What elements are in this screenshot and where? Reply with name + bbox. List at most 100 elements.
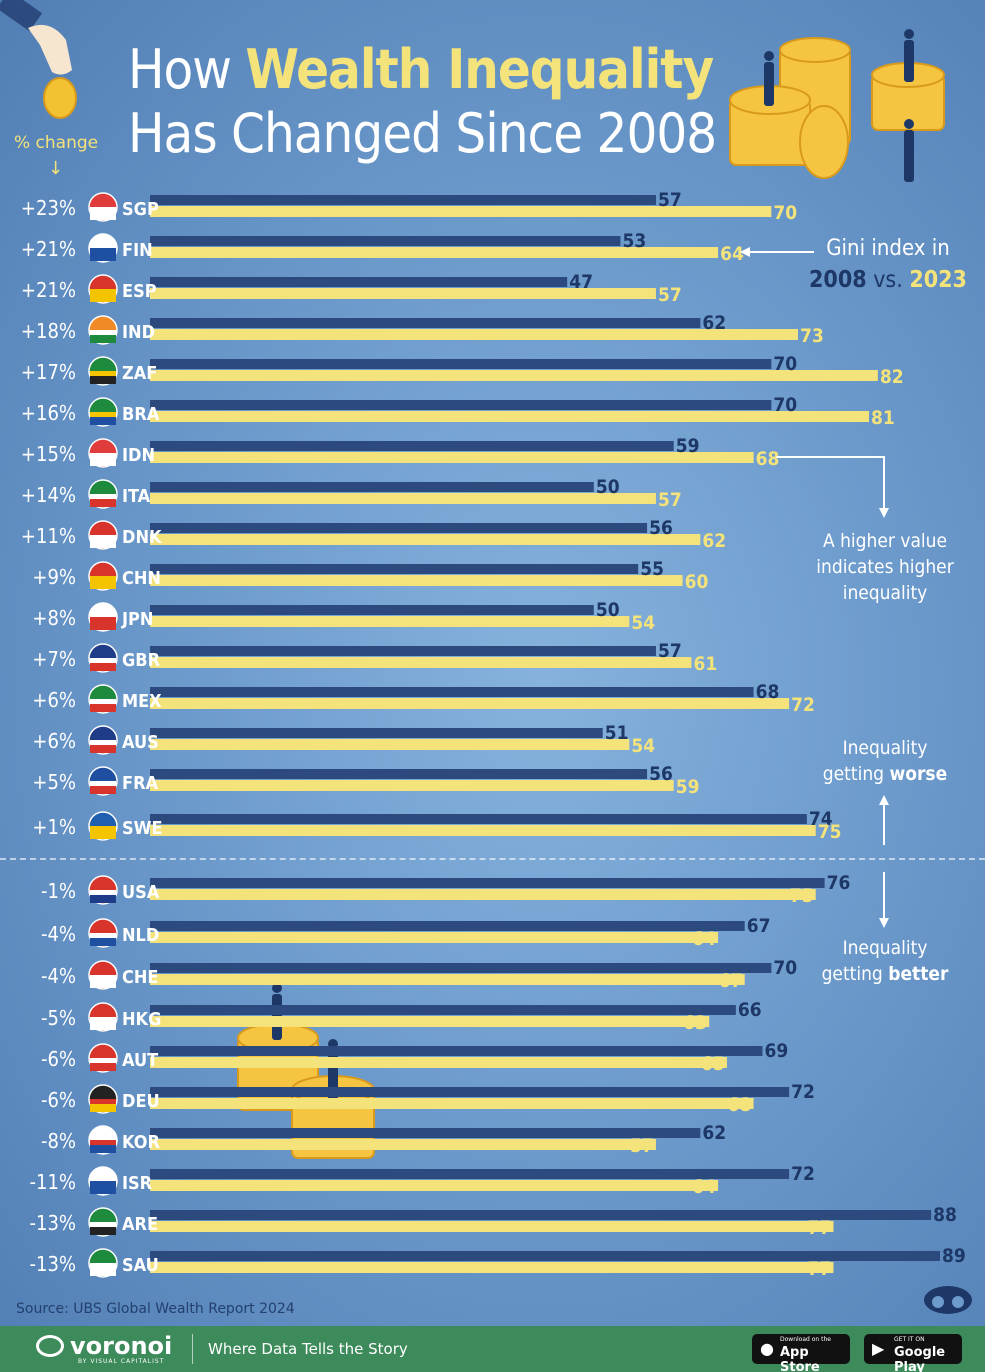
country-code: AUS [122, 732, 159, 753]
bar-2023 [150, 452, 754, 463]
country-code: KOR [122, 1132, 161, 1153]
country-code: CHE [122, 967, 159, 988]
bar-2023 [150, 825, 816, 836]
worse-better-divider [0, 858, 985, 860]
flag-stripe [90, 412, 116, 417]
bar-2008 [150, 1128, 701, 1138]
value-label-2023: 82 [880, 366, 904, 388]
flag-stripe [90, 371, 116, 376]
value-label-2023: 67 [719, 970, 743, 992]
pct-change-value: -6% [41, 1047, 76, 1071]
value-label-2008: 50 [596, 599, 620, 621]
pct-change-value: +11% [21, 524, 76, 548]
flag-stripe [90, 494, 116, 499]
country-code: FRA [122, 773, 159, 794]
flag-stripe [90, 1017, 116, 1030]
bar-2008 [150, 277, 568, 287]
value-label-2008: 72 [791, 1081, 815, 1103]
pct-change-value: +18% [21, 319, 76, 343]
value-label-2023: 70 [773, 202, 797, 224]
bar-2008 [150, 318, 701, 328]
value-label-2023: 72 [791, 694, 815, 716]
country-code: IND [122, 322, 155, 343]
value-label-2023: 62 [702, 530, 726, 552]
bar-2023 [150, 974, 745, 985]
bar-2008 [150, 564, 639, 574]
pct-change-value: +8% [32, 606, 76, 630]
flag-stripe [90, 417, 116, 425]
bar-2008 [150, 1087, 790, 1097]
value-label-2023: 59 [676, 776, 700, 798]
pct-change-label: % change [14, 133, 99, 153]
country-code: HKG [122, 1009, 161, 1030]
pct-change-value: -13% [30, 1211, 76, 1235]
bar-2008 [150, 523, 648, 533]
value-label-2008: 70 [773, 353, 797, 375]
bar-2008 [150, 482, 594, 492]
flag-stripe [90, 335, 116, 343]
value-label-2008: 89 [942, 1245, 966, 1267]
value-label-2023: 73 [800, 325, 824, 347]
legend-note: Gini index in 2008 vs. 2023 [808, 236, 968, 293]
voronoi-logo-text[interactable]: voronoi [70, 1332, 173, 1360]
bar-2008 [150, 400, 772, 410]
bar-2023 [150, 657, 692, 668]
flag-stripe [90, 1263, 116, 1276]
google-play-button[interactable]: ▶ GET IT ON Google Play [864, 1334, 962, 1372]
flag-stripe [90, 895, 116, 903]
value-label-2008: 70 [773, 394, 797, 416]
bar-2023 [150, 739, 630, 750]
bar-2008 [150, 236, 621, 246]
voronoi-logo-sub: BY VISUAL CAPITALIST [78, 1358, 165, 1365]
app-store-small: Download on the [780, 1336, 831, 1343]
country-code: GBR [122, 650, 161, 671]
value-label-2023: 81 [871, 407, 895, 429]
country-code: SAU [122, 1255, 159, 1276]
pct-change-value: -6% [41, 1088, 76, 1112]
bar-2023 [150, 932, 719, 943]
bar-2008 [150, 769, 648, 779]
bar-2023 [150, 1180, 719, 1191]
value-label-2023: 75 [790, 885, 814, 907]
pct-change-value: +23% [21, 196, 76, 220]
value-label-2008: 67 [747, 915, 771, 937]
pct-change-value: +16% [21, 401, 76, 425]
bar-2023 [150, 206, 772, 217]
pct-change-value: +17% [21, 360, 76, 384]
country-code: NLD [122, 925, 159, 946]
flag-stripe [90, 499, 116, 507]
value-label-2023: 65 [701, 1053, 725, 1075]
flag-stripe [90, 781, 116, 786]
bar-2023 [150, 1057, 727, 1068]
pct-change-value: -8% [41, 1129, 76, 1153]
country-code: SGP [122, 199, 159, 220]
flag-stripe [90, 658, 116, 663]
flag-stripe [90, 617, 116, 630]
country-code: BRA [122, 404, 160, 425]
bar-2008 [150, 687, 754, 697]
google-play-small: GET IT ON [894, 1336, 925, 1343]
app-store-button[interactable]: ● Download on the App Store [752, 1334, 850, 1372]
bar-2023 [150, 1139, 656, 1150]
value-label-2023: 57 [658, 284, 682, 306]
bar-2023 [150, 698, 790, 709]
value-label-2008: 55 [640, 558, 664, 580]
voronoi-logo-icon [36, 1335, 64, 1357]
app-store-big: App Store [780, 1345, 820, 1372]
bar-2023 [150, 1098, 754, 1109]
bar-2008 [150, 441, 674, 451]
source-note: Source: UBS Global Wealth Report 2024 [16, 1301, 295, 1317]
pct-change-value: +7% [32, 647, 76, 671]
pct-change-value: +15% [21, 442, 76, 466]
bar-2023 [150, 247, 719, 258]
flag-stripe [90, 1140, 116, 1145]
value-label-2023: 77 [807, 1217, 831, 1239]
value-label-2008: 66 [738, 999, 762, 1021]
pct-change-value: +1% [32, 815, 76, 839]
google-play-big: Google Play [894, 1345, 946, 1372]
value-label-2023: 68 [756, 448, 780, 470]
country-code: ISR [122, 1173, 153, 1194]
down-arrow-icon: ↓ [48, 158, 64, 179]
pct-change-value: +6% [32, 729, 76, 753]
